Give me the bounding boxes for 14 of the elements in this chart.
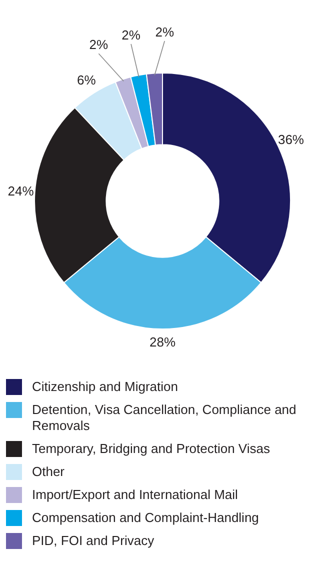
- data-label: 24%: [8, 184, 34, 199]
- data-label: 2%: [122, 28, 141, 43]
- legend-label: Temporary, Bridging and Protection Visas: [32, 441, 270, 457]
- data-label: 2%: [155, 24, 174, 40]
- legend-label: Detention, Visa Cancellation, Compliance and Removals: [32, 402, 298, 434]
- legend-label: Citizenship and Migration: [32, 379, 178, 395]
- legend-label: Other: [32, 464, 65, 480]
- data-label: 2%: [89, 37, 109, 52]
- data-label: 6%: [77, 72, 96, 88]
- data-label: 36%: [278, 132, 304, 148]
- legend-label: Import/Export and International Mail: [32, 487, 238, 503]
- legend-label: PID, FOI and Privacy: [32, 533, 154, 549]
- data-label: 28%: [149, 334, 176, 350]
- legend-label: Compensation and Complaint-Handling: [32, 510, 259, 526]
